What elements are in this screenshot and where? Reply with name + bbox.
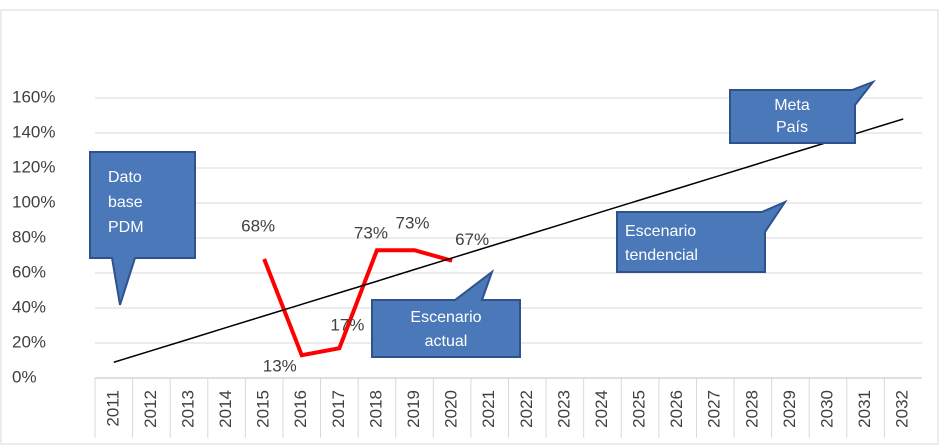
data-label: 68% bbox=[241, 216, 275, 235]
callout: Meta País bbox=[729, 79, 877, 144]
y-tick-label: 60% bbox=[12, 262, 46, 281]
y-tick-label: 40% bbox=[12, 297, 46, 316]
x-tick-label: 2014 bbox=[216, 390, 235, 428]
x-tick-label: 2032 bbox=[893, 390, 912, 428]
x-tick-label: 2030 bbox=[818, 390, 837, 428]
x-tick-label: 2013 bbox=[178, 390, 197, 428]
y-tick-label: 120% bbox=[12, 157, 55, 176]
plot-area: 0% 20% 40% 60% 80% 100% 120% 140% 160% 2011 2012 20… bbox=[12, 87, 922, 438]
series-line bbox=[262, 248, 453, 358]
callout: Dato base PDM bbox=[89, 151, 196, 306]
callout: Escenario tendencial bbox=[616, 199, 788, 273]
series-line bbox=[113, 118, 904, 363]
x-tick-label: 2022 bbox=[517, 390, 536, 428]
x-tick-label: 2020 bbox=[442, 390, 461, 428]
callout-text: Escenario bbox=[410, 309, 481, 326]
callout-text: tendencial bbox=[625, 247, 698, 264]
data-label: 17% bbox=[330, 316, 364, 335]
data-label: 13% bbox=[263, 357, 297, 376]
callout-text: País bbox=[776, 119, 808, 136]
y-tick-label: 100% bbox=[12, 192, 55, 211]
callout-text: Dato bbox=[108, 169, 142, 186]
y-tick-label: 160% bbox=[12, 87, 55, 106]
callout-text: actual bbox=[425, 333, 468, 350]
x-tick-label: 2021 bbox=[479, 390, 498, 428]
x-tick-label: 2029 bbox=[780, 390, 799, 428]
x-tick-label: 2025 bbox=[630, 390, 649, 428]
callout-shape bbox=[89, 151, 196, 306]
data-label: 67% bbox=[455, 230, 489, 249]
x-tick-label: 2019 bbox=[404, 390, 423, 428]
callout-text: Meta bbox=[774, 97, 810, 114]
x-tick-label: 2017 bbox=[329, 390, 348, 428]
callout-text: PDM bbox=[108, 219, 144, 236]
callout-shape bbox=[729, 79, 877, 144]
x-tick-label: 2016 bbox=[291, 390, 310, 428]
chart-border bbox=[0, 9, 939, 445]
x-tick-label: 2012 bbox=[141, 390, 160, 428]
callout-shape bbox=[371, 269, 521, 358]
x-tick-label: 2018 bbox=[366, 390, 385, 428]
callout-text: Escenario bbox=[625, 223, 696, 240]
x-tick-label: 2028 bbox=[742, 390, 761, 428]
data-label: 73% bbox=[396, 214, 430, 233]
x-tick-label: 2015 bbox=[254, 390, 273, 428]
callout-shape bbox=[616, 199, 788, 273]
x-tick-label: 2023 bbox=[554, 390, 573, 428]
y-tick-label: 140% bbox=[12, 122, 55, 141]
x-tick-label: 2024 bbox=[592, 390, 611, 428]
y-tick-label: 0% bbox=[12, 367, 37, 386]
callout: Escenario actual bbox=[371, 269, 521, 358]
x-tick-label: 2027 bbox=[705, 390, 724, 428]
y-tick-label: 20% bbox=[12, 332, 46, 351]
data-label: 73% bbox=[354, 224, 388, 243]
callout-text: base bbox=[108, 194, 143, 211]
x-tick-label: 2011 bbox=[103, 390, 122, 427]
x-tick-label: 2026 bbox=[667, 390, 686, 428]
y-tick-label: 80% bbox=[12, 227, 46, 246]
x-tick-label: 2031 bbox=[855, 390, 874, 428]
